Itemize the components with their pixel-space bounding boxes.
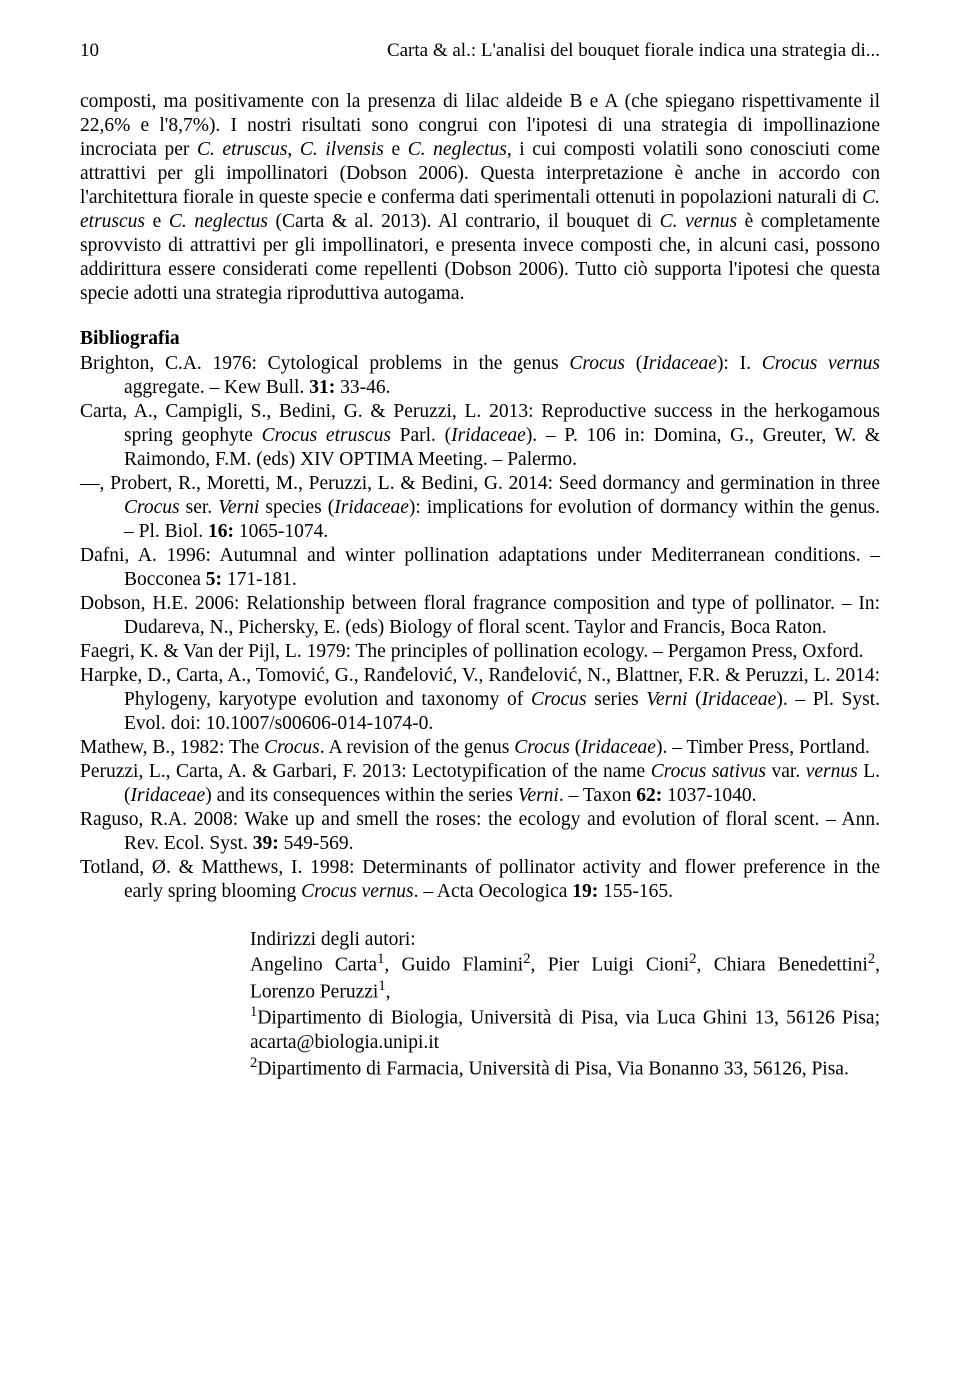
bibliography-entry: Carta, A., Campigli, S., Bedini, G. & Pe… bbox=[80, 400, 880, 472]
page: 10 Carta & al.: L'analisi del bouquet fi… bbox=[0, 0, 960, 1377]
body-paragraph: composti, ma positivamente con la presen… bbox=[80, 90, 880, 306]
bibliography-entry: Mathew, B., 1982: The Crocus. A revision… bbox=[80, 736, 880, 760]
bibliography-entry: Dafni, A. 1996: Autumnal and winter poll… bbox=[80, 544, 880, 592]
bibliography-entry: Dobson, H.E. 2006: Relationship between … bbox=[80, 592, 880, 640]
bibliography-entry: Peruzzi, L., Carta, A. & Garbari, F. 201… bbox=[80, 760, 880, 808]
page-number: 10 bbox=[80, 40, 99, 62]
running-head-text: Carta & al.: L'analisi del bouquet fiora… bbox=[387, 40, 880, 62]
bibliography-entry: —, Probert, R., Moretti, M., Peruzzi, L.… bbox=[80, 472, 880, 544]
running-header: 10 Carta & al.: L'analisi del bouquet fi… bbox=[80, 40, 880, 62]
author-addresses: Indirizzi degli autori: Angelino Carta1,… bbox=[250, 928, 880, 1082]
bibliography-entry: Harpke, D., Carta, A., Tomović, G., Ranđ… bbox=[80, 664, 880, 736]
addresses-body: Angelino Carta1, Guido Flamini2, Pier Lu… bbox=[250, 951, 880, 1081]
bibliography-entry: Brighton, C.A. 1976: Cytological problem… bbox=[80, 352, 880, 400]
bibliography-entry: Raguso, R.A. 2008: Wake up and smell the… bbox=[80, 808, 880, 856]
bibliography-list: Brighton, C.A. 1976: Cytological problem… bbox=[80, 352, 880, 904]
addresses-heading: Indirizzi degli autori: bbox=[250, 928, 880, 952]
bibliography-entry: Totland, Ø. & Matthews, I. 1998: Determi… bbox=[80, 856, 880, 904]
bibliography-heading: Bibliografia bbox=[80, 328, 880, 350]
bibliography-entry: Faegri, K. & Van der Pijl, L. 1979: The … bbox=[80, 640, 880, 664]
